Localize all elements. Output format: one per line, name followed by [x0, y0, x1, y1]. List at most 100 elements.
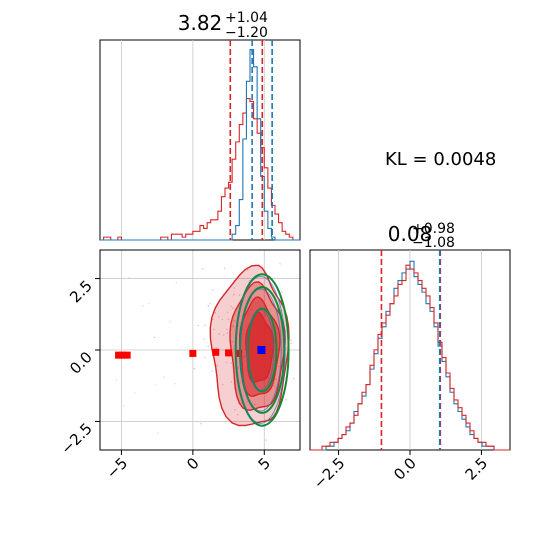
scatter-point [230, 362, 233, 364]
scatter-point [278, 365, 280, 368]
scatter-point [197, 324, 199, 327]
scatter-point [293, 377, 295, 380]
scatter-point [222, 383, 224, 386]
scatter-point [226, 311, 229, 314]
scatter-point [239, 322, 242, 324]
scatter-point [193, 367, 196, 370]
top-left-title-plus: +1.04 [225, 10, 268, 26]
red-square-marker [235, 349, 243, 357]
scatter-point [238, 294, 241, 296]
scatter-point [323, 363, 325, 365]
red-square-marker [212, 348, 220, 356]
scatter-point [169, 320, 172, 323]
scatter-point [233, 319, 236, 322]
top-left-title-value: 3.82 [178, 11, 223, 35]
scatter-point [217, 316, 220, 318]
scatter-point [236, 413, 239, 416]
scatter-point [203, 338, 205, 340]
x-tick-label: −5 [103, 454, 131, 482]
x-tick-label: 0.0 [390, 454, 420, 484]
red-square-markers [115, 348, 243, 359]
bottom-left-x-ticks: −5 0 5 [103, 450, 274, 482]
top-left-axes-frame [99, 39, 301, 241]
scatter-point [237, 367, 239, 369]
kl-divergence-label: KL = 0.0048 [385, 149, 496, 170]
scatter-point [265, 439, 267, 441]
scatter-point [240, 402, 242, 405]
scatter-point [290, 339, 292, 341]
x-tick-label: −2.5 [310, 454, 348, 492]
scatter-point [281, 291, 283, 294]
scatter-point [232, 307, 234, 309]
scatter-point [253, 403, 256, 406]
bottom-left-plot-area [115, 262, 325, 450]
bottom-right-title: 0.08 [388, 222, 433, 246]
scatter-point [301, 317, 303, 319]
bottom-right-histograms [310, 260, 510, 451]
scatter-point [214, 312, 217, 314]
bottom-left-y-ticks: 2.5 0.0 −2.5 [57, 277, 100, 458]
x-tick-label: 5 [255, 454, 274, 473]
scatter-point [221, 318, 224, 321]
x-tick-label: 0 [183, 454, 202, 473]
x-tick-label: 2.5 [462, 454, 492, 484]
scatter-point [207, 305, 210, 307]
blue-ellipse [246, 309, 275, 391]
top-left-histograms [100, 48, 300, 241]
scatter-point [128, 276, 131, 279]
scatter-point [215, 347, 218, 349]
scatter-point [122, 404, 125, 407]
bottom-right-grid [338, 250, 482, 450]
y-tick-label: 0.0 [66, 348, 96, 378]
scatter-point [230, 381, 233, 383]
blue-center-marker [257, 346, 266, 354]
bottom-left-scatter-panel: −5 0 5 2.5 0.0 −2.5 [57, 249, 325, 482]
scatter-point [115, 379, 118, 381]
scatter-point [134, 392, 136, 394]
scatter-point [201, 267, 204, 270]
scatter-point [223, 267, 226, 270]
bottom-right-title-plus: +0.98 [412, 221, 455, 237]
scatter-point [200, 422, 202, 425]
scatter-point [147, 302, 150, 305]
blue-square-marker [257, 346, 266, 354]
scatter-point [175, 281, 178, 284]
scatter-point [230, 305, 232, 308]
red-square-marker [115, 351, 123, 359]
y-tick-label: 2.5 [66, 277, 96, 307]
bottom-right-title-minus: −1.08 [412, 235, 455, 251]
red-square-marker [119, 351, 127, 359]
scatter-point [246, 269, 249, 271]
scatter-point [233, 293, 235, 296]
top-left-histogram-panel: 3.82 +1.04 −1.20 [99, 10, 301, 241]
scatter-point [234, 408, 236, 411]
scatter-point [154, 384, 157, 386]
scatter-point [213, 328, 215, 331]
green-ellipses [234, 273, 290, 427]
scatter-point [223, 334, 225, 336]
scatter-point [227, 318, 230, 320]
scatter-point [209, 302, 212, 305]
top-left-quantile-lines [229, 40, 273, 240]
red-histogram-series [100, 98, 300, 241]
bottom-right-quantile-lines [380, 250, 442, 450]
blue-ellipse [239, 288, 282, 412]
red-histogram-series [310, 264, 510, 451]
scatter-point [239, 381, 241, 384]
scatter-point [250, 297, 253, 300]
top-left-title-minus: −1.20 [225, 25, 268, 41]
y-tick-label: −2.5 [57, 420, 95, 458]
red-square-marker [189, 349, 197, 357]
scatter-point [207, 345, 210, 348]
scatter-point [226, 332, 229, 334]
scatter-point [284, 398, 287, 401]
bottom-right-title-value: 0.08 [388, 222, 433, 246]
scatter-point [153, 336, 156, 339]
scatter-point [163, 376, 165, 379]
scatter-point [232, 324, 234, 327]
red-square-marker [225, 349, 233, 357]
scatter-point [272, 385, 275, 387]
scatter-point [233, 287, 236, 289]
scatter-point [211, 289, 214, 291]
